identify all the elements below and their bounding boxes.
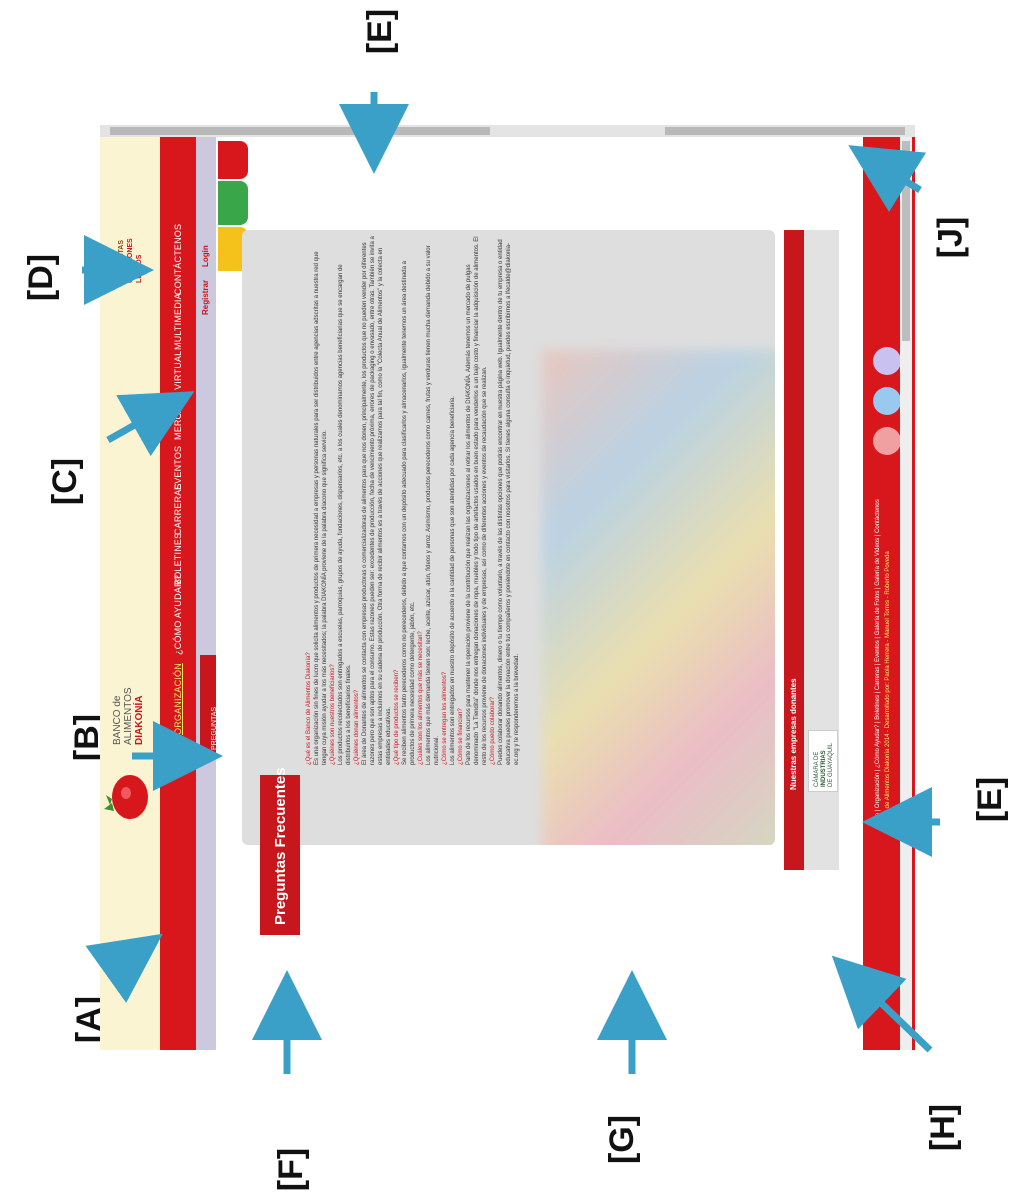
sponsor-logo[interactable]: CÁMARA DE INDUSTRIAS DE GUAYAQUIL [808,730,838,792]
arrow-c [106,391,195,457]
banco-alimentos-logo[interactable] [104,765,156,825]
scrollbar-thumb-secondary[interactable] [665,127,905,135]
icon-button-green[interactable] [218,181,248,225]
social-icon-2[interactable] [873,387,901,415]
vertical-scrollbar-thumb[interactable] [902,141,910,341]
donors-strip: CÁMARA DE INDUSTRIAS DE GUAYAQUIL [804,230,839,870]
arrow-j [848,145,927,212]
faq-panel [242,230,775,845]
icon-button-red[interactable] [218,141,248,179]
donors-ribbon: Nuestras empresas donantes [784,230,804,870]
strawberry-logo-icon [104,775,148,819]
faq-title-ribbon: Preguntas Frecuentes [260,767,300,935]
main-nav-bar [160,137,196,1050]
scrollbar-thumb[interactable] [110,127,490,135]
blurred-background-image [542,350,775,845]
sub-nav-bar [196,137,216,1050]
arrow-h [831,955,933,1053]
website-screenshot: BANCO de ALIMENTOS DIAKONÍA PANZAS CONTE… [100,125,915,1050]
arrow-a [85,933,163,1003]
social-icon-1[interactable] [873,427,901,455]
social-icon-3[interactable] [873,347,901,375]
horizontal-scrollbar[interactable] [100,125,915,137]
